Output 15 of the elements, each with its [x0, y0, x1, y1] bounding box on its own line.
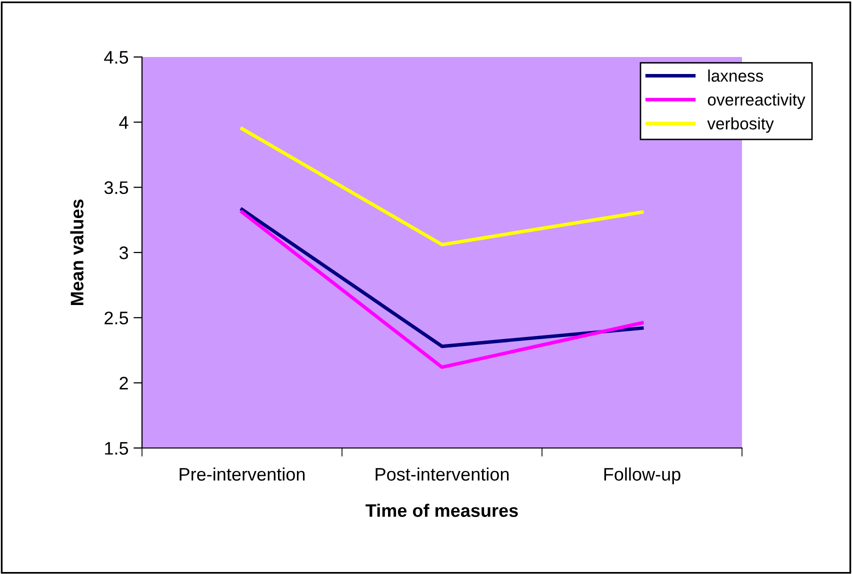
- y-tick-label: 4: [119, 116, 128, 129]
- legend-label: laxness: [708, 70, 764, 82]
- legend-label: overreactivity: [708, 93, 806, 109]
- y-tick-label: 2: [120, 376, 128, 390]
- y-tick-label: 3: [119, 246, 128, 260]
- x-tick-label: Follow-up: [604, 467, 680, 484]
- y-tick-label: 2.5: [104, 312, 128, 324]
- legend-label: verbosity: [707, 117, 774, 133]
- x-tick-label: Post-intervention: [376, 467, 509, 481]
- y-axis-title: Mean values: [70, 200, 84, 305]
- y-tick-label: 3.5: [104, 181, 128, 194]
- y-tick-label: 1.5: [105, 442, 128, 455]
- y-tick-label: 4.5: [104, 51, 128, 64]
- x-axis-title: Time of measures: [366, 504, 518, 517]
- x-tick-label: Pre-intervention: [180, 467, 305, 481]
